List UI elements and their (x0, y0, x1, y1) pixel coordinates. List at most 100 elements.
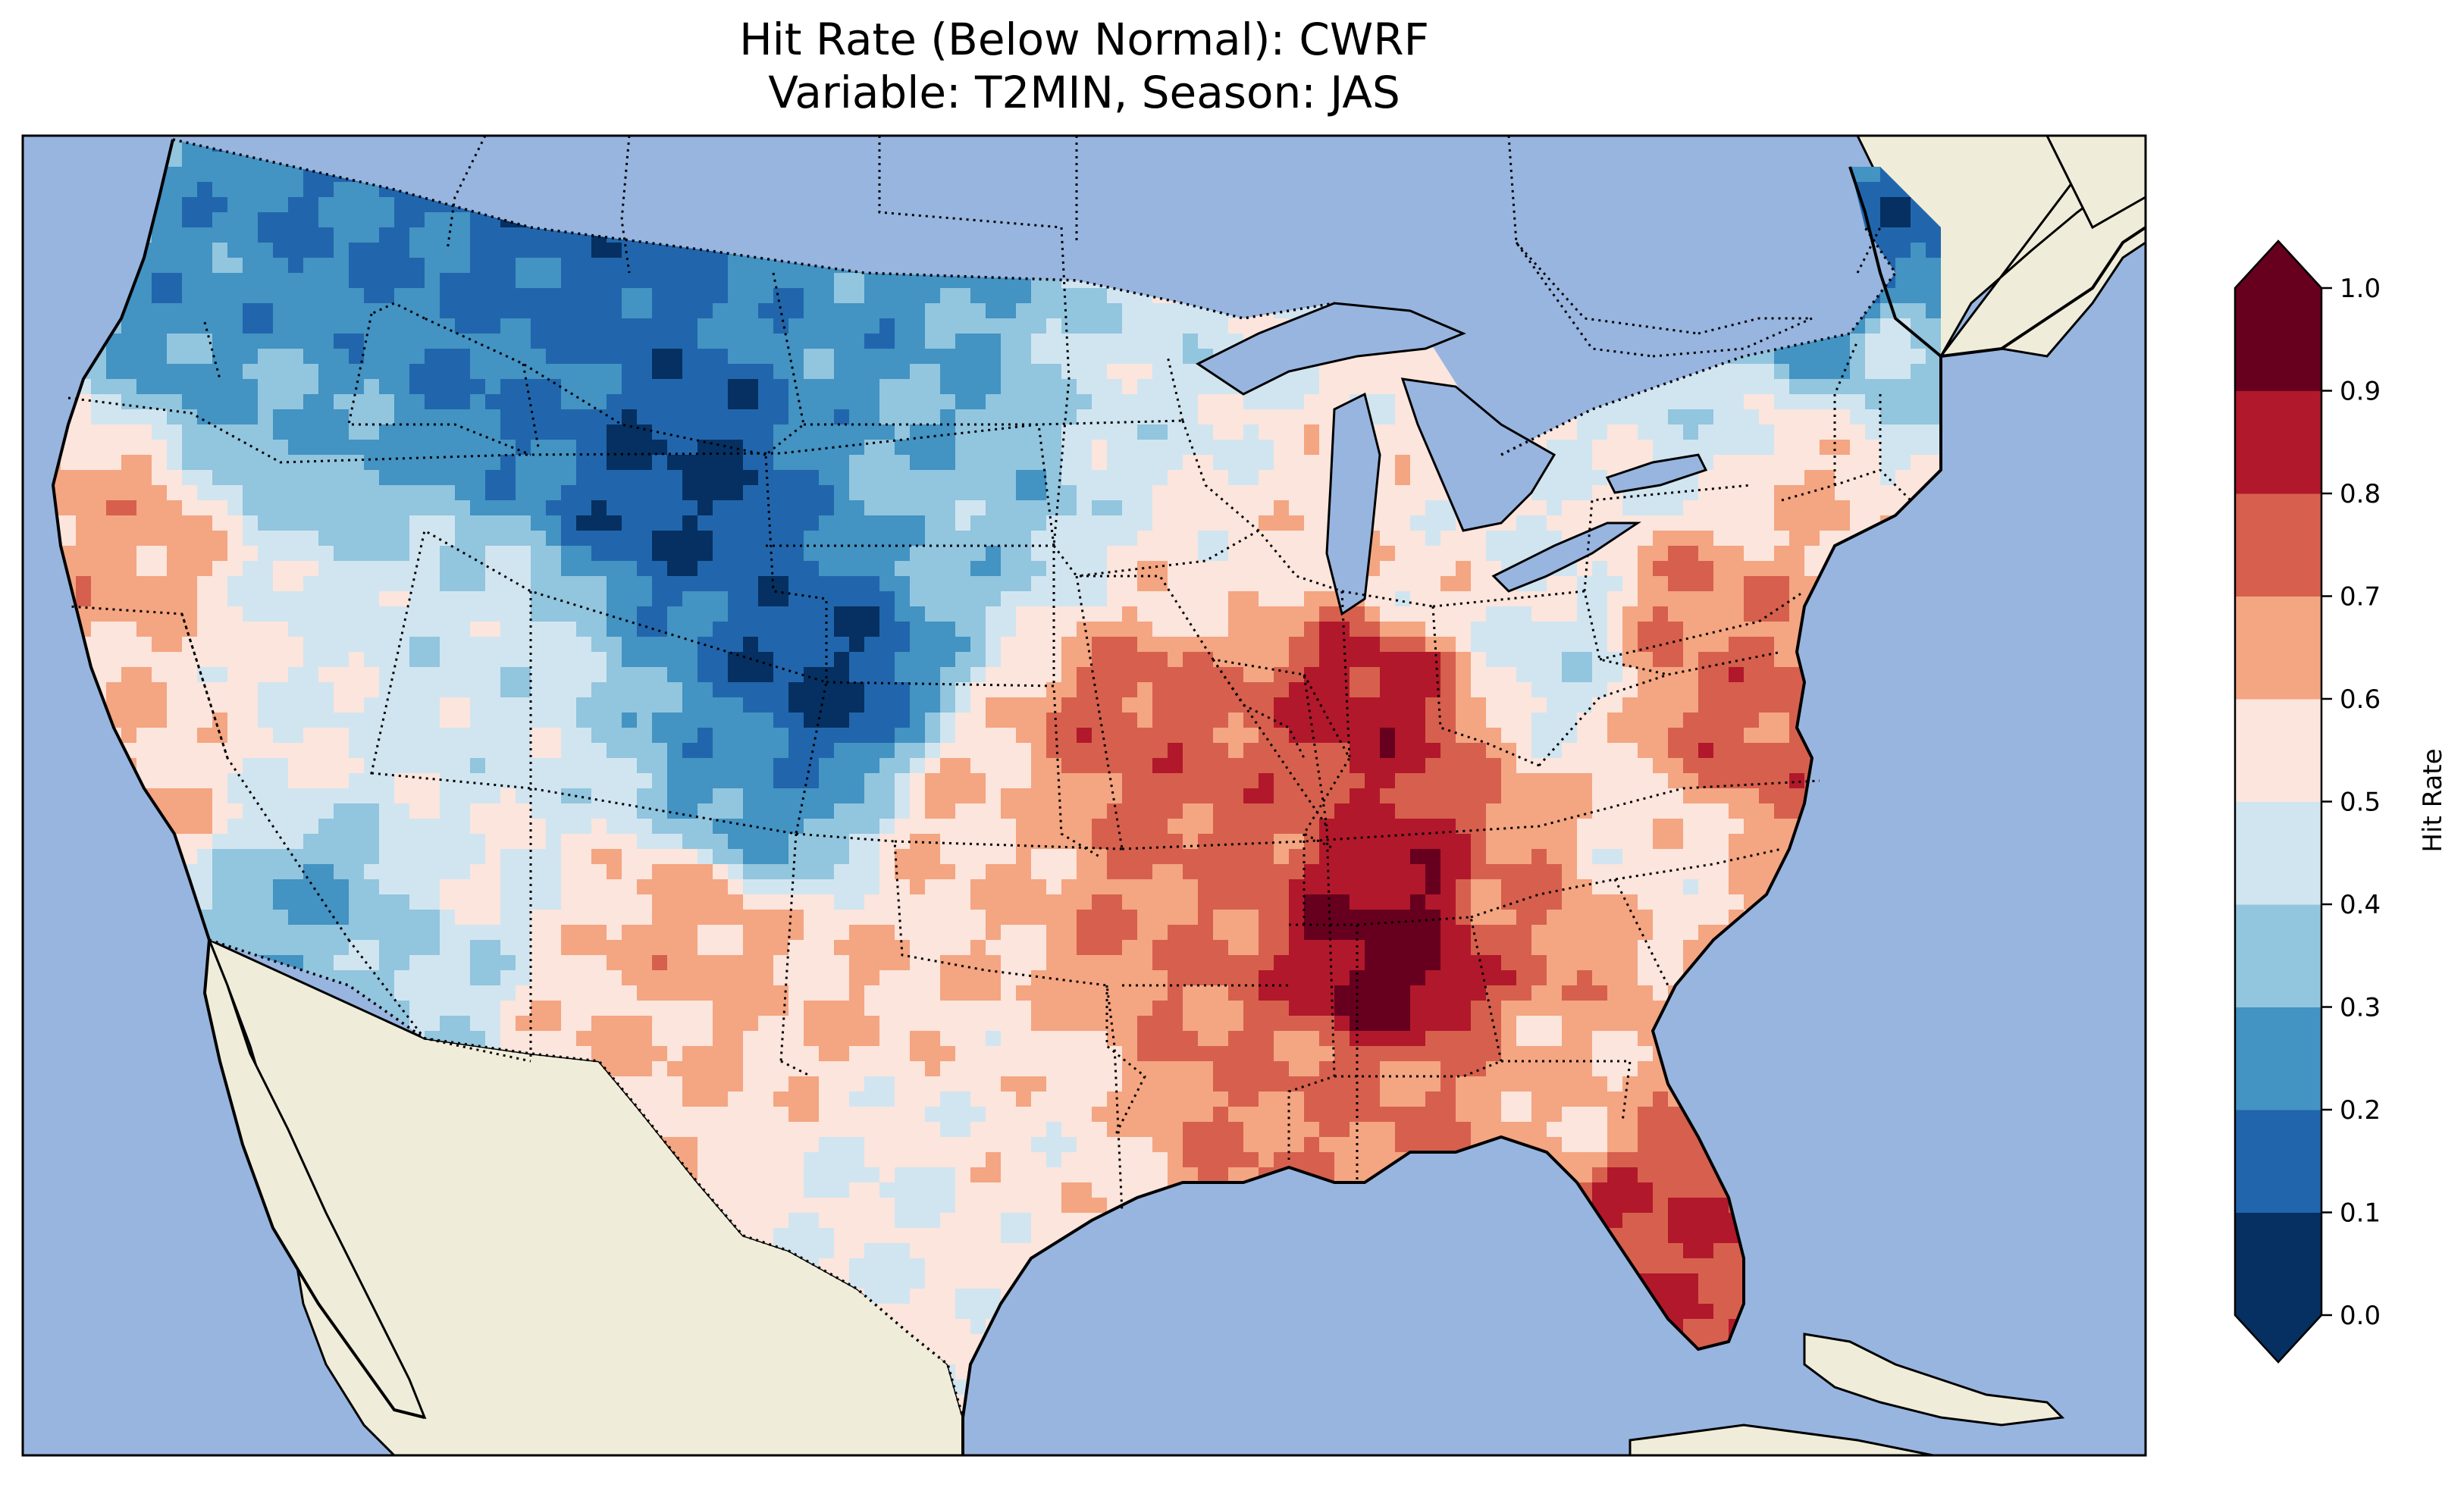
heatmap-cell (1759, 379, 1775, 395)
heatmap-cell (61, 470, 77, 486)
heatmap-cell (698, 379, 713, 395)
heatmap-cell (1638, 576, 1654, 592)
heatmap-cell (227, 394, 243, 410)
heatmap-cell (879, 379, 895, 395)
heatmap-cell (940, 622, 956, 637)
heatmap-cell (773, 682, 789, 698)
heatmap-cell (1016, 637, 1032, 653)
heatmap-cell (1077, 515, 1092, 531)
heatmap-cell (895, 379, 911, 395)
heatmap-cell (743, 606, 759, 622)
heatmap-cell (440, 394, 456, 410)
heatmap-cell (531, 682, 547, 698)
heatmap-cell (1471, 637, 1487, 653)
heatmap-cell (1198, 606, 1214, 622)
heatmap-cell (182, 515, 198, 531)
heatmap-cell (667, 606, 683, 622)
heatmap-cell (773, 591, 789, 607)
heatmap-cell (561, 622, 577, 637)
heatmap-cell (212, 470, 228, 486)
heatmap-cell (1395, 697, 1411, 713)
heatmap-cell (364, 531, 380, 547)
heatmap-cell (485, 591, 501, 607)
heatmap-cell (1926, 243, 1941, 258)
heatmap-cell (576, 606, 592, 622)
heatmap-cell (485, 637, 501, 653)
heatmap-cell (834, 394, 850, 410)
heatmap-cell (1683, 622, 1699, 637)
heatmap-cell (864, 682, 880, 698)
heatmap-cell (713, 424, 729, 440)
heatmap-cell (561, 394, 577, 410)
heatmap-cell (1243, 455, 1259, 471)
heatmap-cell (879, 606, 895, 622)
heatmap-cell (1365, 637, 1381, 653)
heatmap-cell (607, 258, 622, 274)
heatmap-cell (910, 394, 926, 410)
heatmap-cell (1668, 531, 1684, 547)
heatmap-cell (425, 349, 440, 365)
heatmap-cell (925, 652, 941, 668)
heatmap-cell (425, 394, 440, 410)
heatmap-cell (1744, 591, 1760, 607)
heatmap-cell (1759, 470, 1775, 486)
heatmap-cell (1077, 455, 1092, 471)
heatmap-cell (152, 713, 168, 728)
heatmap-cell (303, 470, 319, 486)
heatmap-cell (334, 227, 350, 243)
heatmap-cell (895, 622, 911, 637)
heatmap-cell (485, 424, 501, 440)
heatmap-cell (1259, 682, 1274, 698)
heatmap-cell (334, 409, 350, 425)
heatmap-cell (212, 334, 228, 349)
heatmap-cell (1259, 485, 1274, 501)
heatmap-cell (986, 667, 1002, 683)
heatmap-cell (591, 500, 607, 516)
heatmap-cell (318, 243, 334, 258)
heatmap-cell (152, 440, 168, 456)
heatmap-cell (1865, 197, 1881, 213)
heatmap-cell (1440, 546, 1456, 562)
heatmap-cell (470, 485, 486, 501)
heatmap-cell (1668, 591, 1684, 607)
heatmap-cell (425, 424, 440, 440)
heatmap-cell (136, 606, 152, 622)
heatmap-cell (1865, 334, 1881, 349)
heatmap-cell (394, 273, 410, 289)
heatmap-cell (879, 334, 895, 349)
heatmap-cell (349, 227, 365, 243)
heatmap-cell (1198, 424, 1214, 440)
heatmap-cell (1425, 364, 1441, 380)
heatmap-cell (819, 606, 835, 622)
heatmap-cell (182, 667, 198, 683)
heatmap-cell (743, 591, 759, 607)
heatmap-cell (182, 652, 198, 668)
heatmap-cell (1440, 667, 1456, 683)
heatmap-cell (1289, 500, 1305, 516)
heatmap-cell (182, 364, 198, 380)
heatmap-cell (591, 576, 607, 592)
heatmap-cell (106, 591, 122, 607)
heatmap-cell (212, 591, 228, 607)
heatmap-cell (1562, 424, 1578, 440)
heatmap-cell (1228, 394, 1244, 410)
heatmap-cell (940, 334, 956, 349)
heatmap-cell (1698, 379, 1714, 395)
heatmap-cell (121, 546, 137, 562)
heatmap-cell (394, 515, 410, 531)
heatmap-cell (1168, 622, 1183, 637)
heatmap-cell (379, 682, 395, 698)
heatmap-cell (1304, 394, 1320, 410)
heatmap-cell (1046, 394, 1062, 410)
heatmap-cell (531, 273, 547, 289)
heatmap-cell (303, 652, 319, 668)
heatmap-cell (1107, 515, 1123, 531)
heatmap-cell (1729, 713, 1745, 728)
heatmap-cell (1122, 334, 1138, 349)
heatmap-cell (1259, 409, 1274, 425)
heatmap-cell (455, 531, 471, 547)
heatmap-cell (364, 273, 380, 289)
heatmap-cell (1668, 485, 1684, 501)
heatmap-cell (1471, 546, 1487, 562)
heatmap-cell (243, 243, 259, 258)
